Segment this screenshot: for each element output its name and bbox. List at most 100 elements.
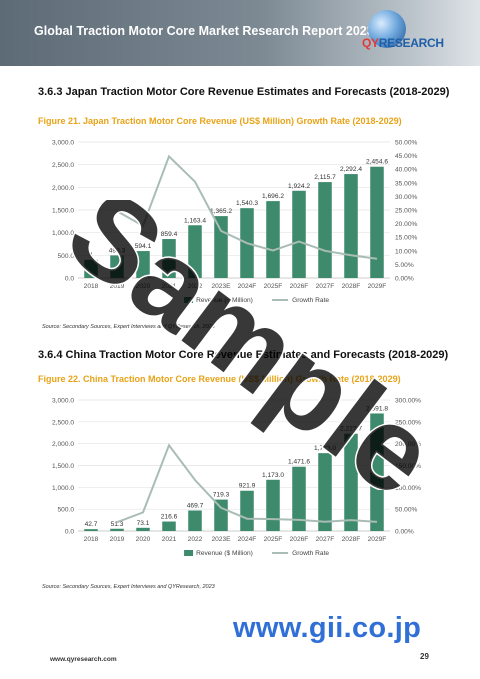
x-tick-label: 2025F — [264, 283, 283, 290]
y2-tick-label: 200.00% — [395, 441, 421, 448]
data-label: 498.3 — [109, 247, 126, 254]
x-tick-label: 2022 — [188, 536, 203, 543]
data-label: 921.9 — [239, 483, 256, 490]
data-label: 1,163.4 — [184, 217, 206, 224]
x-tick-label: 2018 — [84, 283, 99, 290]
y2-tick-label: 25.00% — [395, 208, 418, 215]
japan-revenue-chart: 0.0 500.0 1,000.0 1,500.0 2,000.0 2,500.0 3,00… — [52, 140, 418, 305]
revenue-bar — [188, 510, 202, 531]
y-tick-label: 1,000.0 — [52, 485, 74, 492]
x-tick-label: 2024F — [238, 283, 257, 290]
y-tick-label: 2,500.0 — [52, 162, 74, 169]
data-label: 1,783.0 — [314, 445, 336, 452]
data-label: 51.3 — [111, 521, 124, 528]
y-tick-label: 0.0 — [65, 276, 74, 283]
x-tick-label: 2027F — [316, 283, 335, 290]
report-header: Global Traction Motor Core Market Resear… — [0, 0, 480, 66]
y-tick-label: 500.0 — [57, 253, 74, 260]
data-label: 469.7 — [187, 502, 204, 509]
legend-growth-label: Growth Rate — [292, 550, 329, 557]
y2-tick-label: 15.00% — [395, 235, 418, 242]
legend-revenue-label: Revenue ($ Million) — [196, 550, 253, 557]
y2-tick-label: 20.00% — [395, 221, 418, 228]
x-tick-label: 2021 — [162, 283, 177, 290]
y-tick-label: 2,000.0 — [52, 441, 74, 448]
revenue-bar — [292, 190, 306, 278]
revenue-bar — [292, 466, 306, 531]
x-tick-label: 2020 — [136, 536, 151, 543]
revenue-bar — [188, 225, 202, 278]
data-label: 73.1 — [137, 520, 150, 527]
x-tick-label: 2028F — [342, 283, 361, 290]
x-tick-label: 2026F — [290, 283, 309, 290]
x-tick-label: 2027F — [316, 536, 335, 543]
page-number: 29 — [420, 652, 429, 661]
y-tick-label: 2,000.0 — [52, 185, 74, 192]
y-tick-label: 0.0 — [65, 529, 74, 536]
revenue-bar — [266, 479, 280, 531]
revenue-bar — [162, 521, 176, 531]
data-label: 216.6 — [161, 514, 178, 521]
x-tick-label: 2026F — [290, 536, 309, 543]
data-label: 859.4 — [161, 231, 178, 238]
revenue-bar — [110, 255, 124, 278]
revenue-bar — [370, 413, 384, 531]
revenue-bar — [240, 490, 254, 531]
logo-text: QYRESEARCH — [362, 36, 444, 50]
x-tick-label: 2028F — [342, 536, 361, 543]
y2-tick-label: 0.00% — [395, 276, 414, 283]
data-label: 2,691.8 — [366, 405, 388, 412]
data-label: 594.1 — [135, 243, 152, 250]
x-tick-label: 2029F — [368, 283, 387, 290]
y2-tick-label: 40.00% — [395, 167, 418, 174]
section-title-china: 3.6.4 China Traction Motor Core Revenue … — [38, 349, 449, 361]
y-tick-label: 3,000.0 — [52, 140, 74, 147]
x-tick-label: 2029F — [368, 536, 387, 543]
y-tick-label: 2,500.0 — [52, 419, 74, 426]
y2-tick-label: 100.00% — [395, 485, 421, 492]
revenue-bar — [344, 433, 358, 531]
data-label: 1,173.0 — [262, 472, 284, 479]
y2-tick-label: 5.00% — [395, 262, 414, 269]
globe-icon — [368, 10, 406, 48]
data-label: 1,471.6 — [288, 459, 310, 466]
legend-revenue-label: Revenue ($ Million) — [196, 297, 253, 304]
y2-tick-label: 30.00% — [395, 194, 418, 201]
revenue-bar — [318, 182, 332, 278]
legend-revenue-swatch — [184, 297, 194, 303]
growth-rate-line — [116, 443, 378, 524]
legend-growth-label: Growth Rate — [292, 297, 329, 304]
revenue-bar — [84, 259, 98, 278]
x-tick-label: 2024F — [238, 536, 257, 543]
x-tick-label: 2022 — [188, 283, 203, 290]
revenue-bar — [162, 239, 176, 278]
figure-title-china: Figure 22. China Traction Motor Core Rev… — [38, 374, 401, 384]
revenue-bar — [110, 528, 124, 531]
y2-tick-label: 150.00% — [395, 463, 421, 470]
data-label: 1,365.2 — [210, 208, 232, 215]
y-tick-label: 1,000.0 — [52, 230, 74, 237]
growth-rate-line — [116, 154, 378, 260]
revenue-bar — [214, 499, 228, 531]
x-tick-label: 2023E — [211, 283, 231, 290]
data-label: 42.7 — [85, 521, 98, 528]
data-label: 2,454.6 — [366, 159, 388, 166]
y2-tick-label: 250.00% — [395, 419, 421, 426]
revenue-bar — [266, 201, 280, 278]
x-tick-label: 2023E — [211, 536, 231, 543]
legend-revenue-swatch — [184, 550, 194, 556]
y-tick-label: 1,500.0 — [52, 208, 74, 215]
x-tick-label: 2019 — [110, 283, 125, 290]
y2-tick-label: 0.00% — [395, 529, 414, 536]
china-revenue-chart: 0.0 500.0 1,000.0 1,500.0 2,000.0 2,500.0 3,00… — [52, 398, 421, 558]
y2-tick-label: 50.00% — [395, 140, 418, 147]
x-tick-label: 2020 — [136, 283, 151, 290]
gii-url[interactable]: www.gii.co.jp — [233, 612, 422, 644]
x-tick-label: 2025F — [264, 536, 283, 543]
section-title-japan: 3.6.3 Japan Traction Motor Core Revenue … — [38, 86, 450, 98]
x-tick-label: 2018 — [84, 536, 99, 543]
footer-url[interactable]: www.qyresearch.com — [50, 656, 117, 663]
report-title: Global Traction Motor Core Market Resear… — [34, 24, 374, 38]
x-tick-label: 2019 — [110, 536, 125, 543]
data-label: 1,540.3 — [236, 200, 258, 207]
